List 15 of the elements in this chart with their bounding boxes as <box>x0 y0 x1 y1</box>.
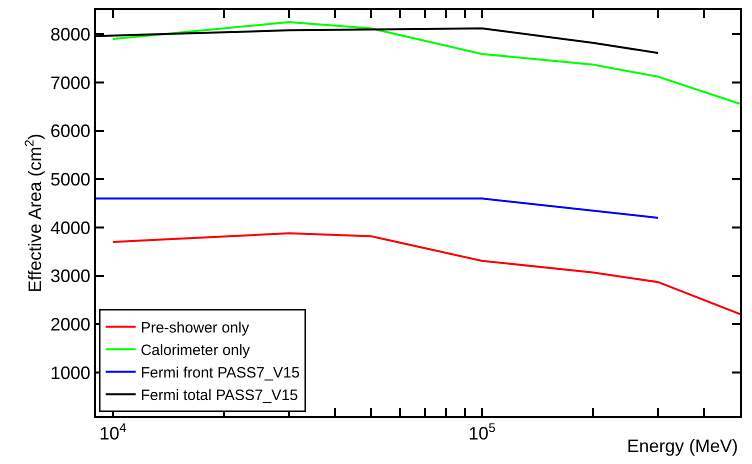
y-tick-label: 8000 <box>50 24 90 44</box>
legend-label: Fermi front PASS7_V15 <box>140 364 300 382</box>
y-tick-label: 5000 <box>50 169 90 190</box>
y-tick-label: 1000 <box>50 362 90 383</box>
legend-label: Fermi total PASS7_V15 <box>140 387 298 404</box>
legend-label: Calorimeter only <box>140 342 250 360</box>
x-tick-label: 10$^{5}$ <box>468 421 496 444</box>
x-tick-label: 10$^{4}$ <box>99 421 126 444</box>
y-tick-label: 6000 <box>50 121 90 142</box>
y-tick-label: 7000 <box>50 72 90 93</box>
y-tick-label: 2000 <box>50 314 90 334</box>
x-axis-title: Energy (MeV) <box>627 436 738 456</box>
y-tick-label: 3000 <box>50 266 90 286</box>
y-tick-label: 4000 <box>50 218 90 238</box>
legend-label: Pre-shower only <box>140 320 250 337</box>
